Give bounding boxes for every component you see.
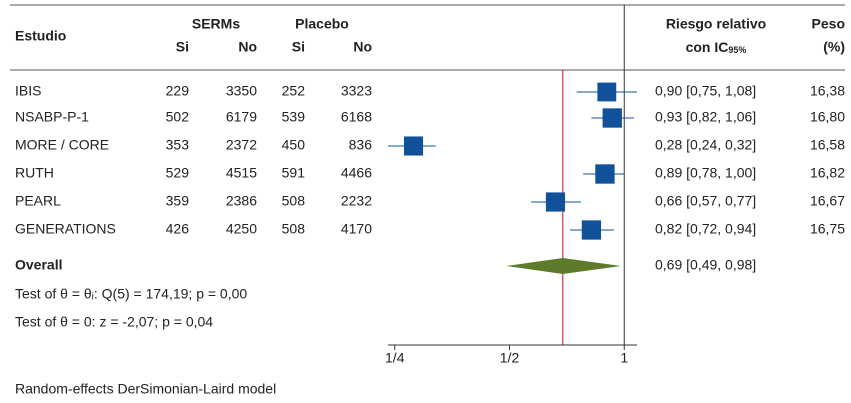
effect-square (597, 82, 617, 102)
x-tick-label: 1 (620, 350, 628, 366)
header-weight: Peso (812, 16, 845, 32)
serms-no: 2372 (226, 137, 257, 153)
weight-label: 16,38 (810, 83, 845, 99)
effect-square (403, 136, 424, 156)
rr-label: 0,89 [0,78, 1,00] (655, 165, 756, 181)
rr-label: 0,66 [0,57, 0,77] (655, 193, 756, 209)
weight-label: 16,75 (810, 221, 845, 237)
effect-test: Test of θ = 0: z = -2,07; p = 0,04 (15, 314, 213, 330)
placebo-no: 2232 (341, 193, 372, 209)
serms-si: 426 (166, 221, 190, 237)
effect-square (545, 192, 566, 212)
header-rr-ci-text: con IC (686, 39, 729, 55)
serms-no: 2386 (226, 193, 257, 209)
placebo-si: 450 (282, 137, 306, 153)
overall-diamond (506, 258, 621, 274)
overall-rr-label: 0,69 [0,49, 0,98] (655, 257, 756, 273)
header-rr-ci-sub: 95% (728, 45, 746, 55)
header-weight-unit: (%) (823, 39, 845, 55)
header-no: No (353, 39, 372, 55)
placebo-no: 4466 (341, 165, 372, 181)
study-name: RUTH (15, 165, 54, 181)
serms-no: 4515 (226, 165, 257, 181)
placebo-no: 836 (349, 137, 373, 153)
study-name: IBIS (15, 83, 41, 99)
x-tick-label: 1/2 (500, 350, 520, 366)
rr-label: 0,28 [0,24, 0,32] (655, 137, 756, 153)
serms-si: 502 (166, 109, 190, 125)
header-placebo: Placebo (295, 16, 349, 32)
placebo-si: 252 (282, 83, 306, 99)
header-si: Si (176, 39, 189, 55)
effect-square (602, 108, 622, 128)
header-study: Estudio (15, 28, 66, 44)
placebo-no: 4170 (341, 221, 372, 237)
overall-label: Overall (15, 257, 62, 273)
placebo-no: 6168 (341, 109, 372, 125)
placebo-no: 3323 (341, 83, 372, 99)
heterogeneity-test: Test of θ = θᵢ: Q(5) = 174,19; p = 0,00 (15, 286, 247, 302)
study-name: MORE / CORE (15, 137, 109, 153)
header-rr-ci: con IC95% (686, 39, 747, 56)
serms-no: 3350 (226, 83, 257, 99)
placebo-si: 539 (282, 109, 306, 125)
placebo-si: 508 (282, 193, 306, 209)
rr-label: 0,90 [0,75, 1,08] (655, 83, 756, 99)
rr-label: 0,93 [0,82, 1,06] (655, 109, 756, 125)
serms-no: 6179 (226, 109, 257, 125)
weight-label: 16,58 (810, 137, 845, 153)
footnote: Random-effects DerSimonian-Laird model (15, 381, 276, 397)
study-name: NSABP-P-1 (15, 109, 89, 125)
placebo-si: 508 (282, 221, 306, 237)
weight-label: 16,67 (810, 193, 845, 209)
serms-si: 359 (166, 193, 190, 209)
rr-label: 0,82 [0,72, 0,94] (655, 221, 756, 237)
effect-square (595, 164, 615, 184)
placebo-si: 591 (282, 165, 306, 181)
weight-label: 16,80 (810, 109, 845, 125)
header-serms: SERMs (192, 16, 240, 32)
serms-si: 529 (166, 165, 190, 181)
serms-si: 353 (166, 137, 190, 153)
study-name: PEARL (15, 193, 61, 209)
x-tick-label: 1/4 (385, 350, 405, 366)
header-si: Si (292, 39, 305, 55)
effect-square (581, 220, 602, 240)
header-rr: Riesgo relativo (666, 16, 766, 32)
header-no: No (238, 39, 257, 55)
serms-si: 229 (166, 83, 190, 99)
serms-no: 4250 (226, 221, 257, 237)
weight-label: 16,82 (810, 165, 845, 181)
study-name: GENERATIONS (15, 221, 116, 237)
